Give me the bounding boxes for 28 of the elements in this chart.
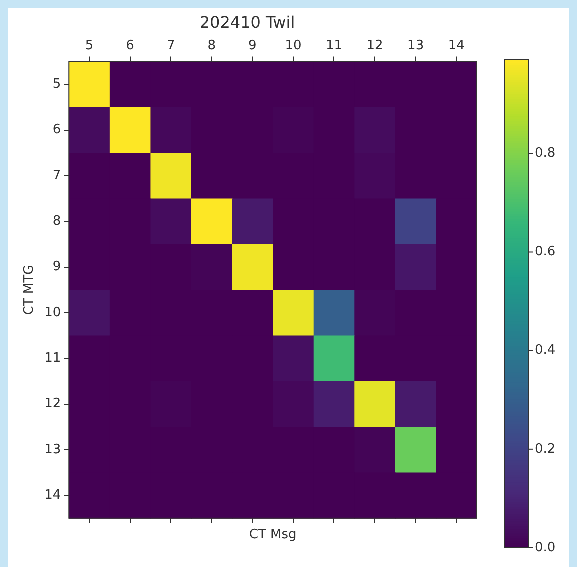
x-tick-label: 9 bbox=[248, 38, 257, 54]
y-tick-label: 14 bbox=[44, 488, 62, 503]
x-tick-label: 13 bbox=[408, 38, 424, 54]
color-bar-label: 0.6 bbox=[535, 244, 556, 260]
y-tick-label: 10 bbox=[44, 305, 62, 320]
x-tick-label: 12 bbox=[366, 38, 384, 54]
y-axis-title: CT MTG bbox=[22, 264, 38, 316]
x-tick-label: 6 bbox=[126, 38, 134, 54]
y-tick-label: 12 bbox=[44, 396, 62, 412]
y-tick-label: 6 bbox=[52, 122, 62, 138]
x-axis-title: CT Msg bbox=[249, 528, 297, 543]
y-tick-label: 7 bbox=[52, 168, 62, 184]
y-tick-label: 11 bbox=[44, 350, 62, 366]
y-tick-label: 5 bbox=[52, 77, 62, 92]
x-tick-label: 10 bbox=[285, 38, 302, 54]
x-tick-label: 11 bbox=[326, 38, 343, 54]
color-bar-label: 0.2 bbox=[535, 442, 556, 457]
chart-title: 202410 Twil bbox=[200, 12, 296, 32]
y-tick-label: 13 bbox=[44, 442, 62, 458]
color-bar-label: 0.0 bbox=[535, 540, 556, 556]
y-tick-label: 9 bbox=[52, 260, 62, 275]
x-tick-label: 7 bbox=[166, 38, 176, 54]
y-tick-label: 8 bbox=[52, 214, 62, 229]
x-tick-label: 14 bbox=[448, 38, 465, 54]
color-bar-label: 0.4 bbox=[535, 343, 556, 358]
color-bar-label: 0.8 bbox=[535, 146, 556, 162]
x-tick-label: 8 bbox=[208, 38, 216, 54]
x-tick-label: 5 bbox=[85, 38, 94, 54]
